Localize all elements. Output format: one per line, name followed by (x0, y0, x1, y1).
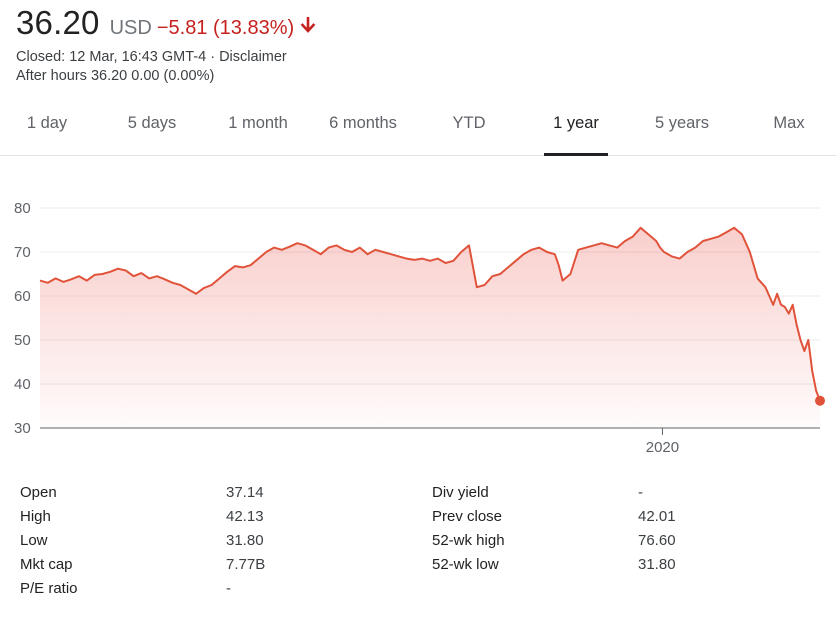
stat-row-high: High 42.13 (20, 508, 400, 532)
y-tick-label: 80 (14, 200, 31, 217)
stat-label: Div yield (432, 484, 489, 501)
stat-label: Mkt cap (20, 556, 73, 573)
stat-label: Prev close (432, 508, 503, 525)
stat-value: - (638, 484, 643, 501)
stat-row-div-yield: Div yield - (432, 484, 812, 508)
stat-value: 31.80 (226, 532, 264, 549)
x-tick-label: 2020 (646, 439, 679, 456)
tab-6-months[interactable]: 6 months (329, 114, 397, 132)
currency-code: USD (109, 17, 152, 39)
stat-value: 7.77B (226, 556, 266, 573)
stat-row-52-wk-high: 52-wk high 76.60 (432, 532, 812, 556)
y-tick-label: 40 (14, 376, 31, 393)
stat-row-open: Open 37.14 (20, 484, 400, 508)
stat-value: 37.14 (226, 484, 264, 501)
last-price-point (815, 395, 825, 406)
stat-label: Low (20, 532, 48, 549)
tab-1-day[interactable]: 1 day (26, 114, 68, 132)
tab-5-days[interactable]: 5 days (127, 114, 177, 132)
stat-row-52-wk-low: 52-wk low 31.80 (432, 556, 812, 580)
time-range-tabs: 1 day 5 days 1 month 6 months YTD 1 year… (0, 104, 836, 156)
tab-1-year[interactable]: 1 year (544, 104, 608, 156)
stat-label: High (20, 508, 51, 525)
stat-value: 76.60 (638, 532, 676, 549)
stat-value: 42.13 (226, 508, 264, 525)
stat-row-low: Low 31.80 (20, 532, 400, 556)
stat-label: P/E ratio (20, 580, 78, 597)
y-tick-label: 30 (14, 420, 31, 437)
price-header: 36.20 USD −5.81 (13.83%) (16, 4, 316, 46)
tab-ytd[interactable]: YTD (452, 114, 486, 132)
price-change: −5.81 (13.83%) (156, 17, 295, 39)
price-chart[interactable]: 30 40 50 60 70 80 2020 (0, 180, 836, 464)
stat-value: 31.80 (638, 556, 676, 573)
stat-row-pe-ratio: P/E ratio - (20, 580, 400, 604)
stat-row-prev-close: Prev close 42.01 (432, 508, 812, 532)
stat-label: 52-wk high (432, 532, 505, 549)
y-tick-label: 70 (14, 244, 31, 261)
price-area (40, 227, 820, 428)
y-tick-label: 50 (14, 332, 31, 349)
stat-label: 52-wk low (432, 556, 499, 573)
closed-info: Closed: 12 Mar, 16:43 GMT-4 · Disclaimer (16, 49, 287, 65)
down-arrow-icon (300, 17, 316, 33)
stat-value: - (226, 580, 231, 597)
tab-max[interactable]: Max (773, 114, 805, 132)
price-line (39, 226, 821, 402)
current-price: 36.20 (16, 4, 100, 41)
stat-label: Open (20, 484, 57, 501)
after-hours-info: After hours 36.20 0.00 (0.00%) (16, 68, 215, 84)
y-tick-label: 60 (14, 288, 31, 305)
stat-value: 42.01 (638, 508, 676, 525)
tab-1-month[interactable]: 1 month (228, 114, 288, 132)
tab-5-years[interactable]: 5 years (654, 114, 710, 132)
stat-row-mkt-cap: Mkt cap 7.77B (20, 556, 400, 580)
